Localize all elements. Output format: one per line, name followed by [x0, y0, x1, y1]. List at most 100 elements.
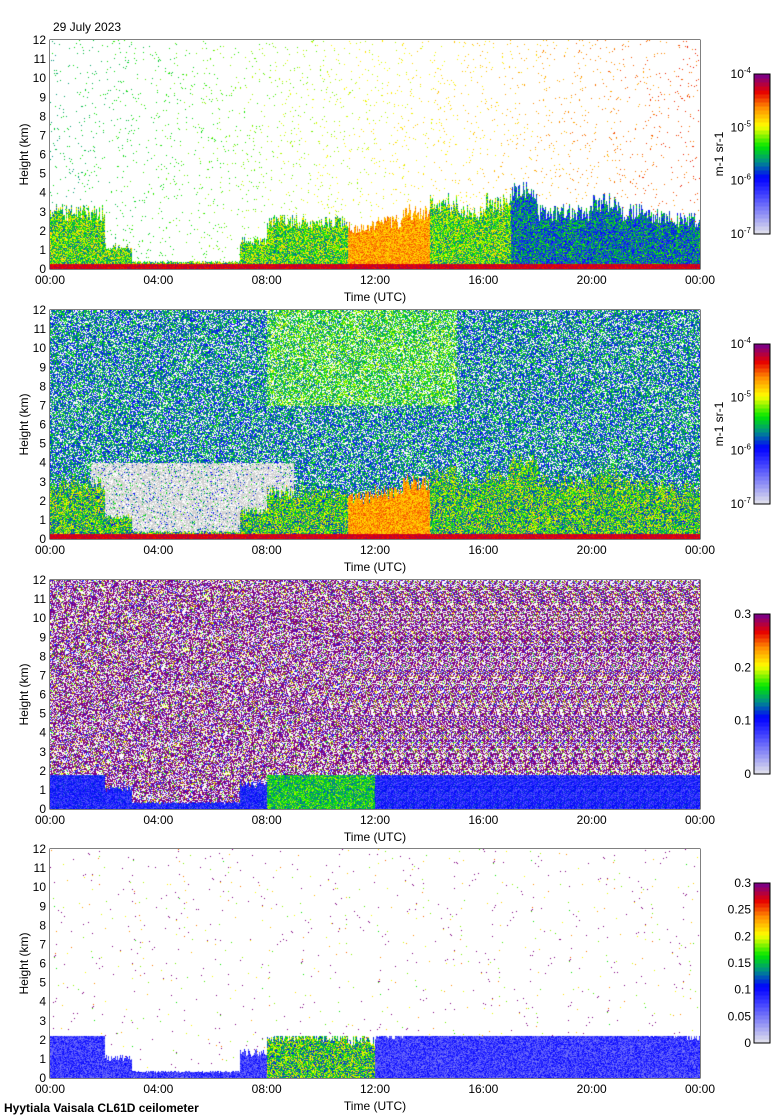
colorbar-tick-label: 0.1: [734, 983, 751, 997]
colorbar-segment: [754, 440, 770, 445]
y-tick-label: 3: [39, 1014, 46, 1028]
colorbar-segment: [754, 742, 770, 747]
x-tick-label: 16:00: [468, 273, 498, 287]
colorbar-segment: [754, 1027, 770, 1032]
y-tick-label: 2: [39, 1033, 46, 1047]
colorbar-segment: [754, 428, 770, 433]
colorbar-segment: [754, 210, 770, 215]
y-tick-label: 11: [34, 322, 47, 336]
y-tick-label: 8: [39, 649, 46, 663]
colorbar-segment: [754, 368, 770, 373]
y-tick-label: 12: [33, 303, 47, 317]
colorbar-segment: [754, 74, 770, 79]
y-tick-label: 3: [39, 475, 46, 489]
x-tick-label: 08:00: [252, 543, 282, 557]
y-tick-label: 7: [39, 128, 46, 142]
colorbar-segment: [754, 678, 770, 683]
colorbar-segment: [754, 90, 770, 95]
colorbar-segment: [754, 456, 770, 461]
colorbar-tick-label: 0.15: [728, 956, 752, 970]
colorbar-segment: [754, 738, 770, 743]
colorbar-segment: [754, 396, 770, 401]
colorbar-segment: [754, 710, 770, 715]
x-tick-label: 08:00: [252, 1082, 282, 1096]
colorbar-tick-label: 0.05: [728, 1009, 752, 1023]
x-axis-label: Time (UTC): [344, 560, 406, 574]
colorbar-tick-label: 0.3: [734, 876, 751, 890]
colorbar-segment: [754, 222, 770, 227]
colorbar-segment: [754, 170, 770, 175]
colorbar-segment: [754, 348, 770, 353]
y-tick-label: 2: [39, 494, 46, 508]
y-tick-label: 9: [39, 899, 46, 913]
colorbar-segment: [754, 488, 770, 493]
y-tick-label: 4: [39, 456, 46, 470]
colorbar-segment: [754, 674, 770, 679]
y-tick-label: 9: [39, 360, 46, 374]
colorbar-segment: [754, 670, 770, 675]
colorbar-segment: [754, 1035, 770, 1040]
colorbar-segment: [754, 352, 770, 357]
colorbar-segment: [754, 480, 770, 485]
colorbar-segment: [754, 895, 770, 900]
y-tick-label: 4: [39, 186, 46, 200]
colorbar-segment: [754, 372, 770, 377]
y-tick-label: 12: [33, 573, 47, 587]
colorbar-segment: [754, 1015, 770, 1020]
y-tick-label: 10: [33, 341, 47, 355]
y-tick-label: 5: [39, 976, 46, 990]
x-tick-label: 00:00: [685, 1082, 715, 1096]
colorbar-segment: [754, 975, 770, 980]
colorbar-segment: [754, 214, 770, 219]
heatmap-2: [50, 310, 700, 539]
colorbar-segment: [754, 891, 770, 896]
colorbar-segment: [754, 404, 770, 409]
colorbar-segment: [754, 138, 770, 143]
colorbar-segment: [754, 78, 770, 83]
colorbar-segment: [754, 452, 770, 457]
colorbar-segment: [754, 959, 770, 964]
x-axis-label: Time (UTC): [344, 290, 406, 304]
colorbar-segment: [754, 1031, 770, 1036]
colorbar-segment: [754, 626, 770, 631]
colorbar-segment: [754, 496, 770, 501]
x-tick-label: 12:00: [360, 543, 390, 557]
y-axis-label: Height (km): [17, 932, 31, 994]
colorbar-segment: [754, 194, 770, 199]
colorbar-segment: [754, 726, 770, 731]
colorbar-segment: [754, 380, 770, 385]
y-tick-label: 10: [33, 880, 47, 894]
colorbar-segment: [754, 758, 770, 763]
colorbar-segment: [754, 766, 770, 771]
y-tick-label: 0: [39, 532, 46, 546]
colorbar-segment: [754, 412, 770, 417]
colorbar-segment: [754, 146, 770, 151]
colorbar-segment: [754, 1007, 770, 1012]
colorbar-segment: [754, 682, 770, 687]
y-tick-label: 2: [39, 224, 46, 238]
colorbar-segment: [754, 746, 770, 751]
colorbar-frame: [753, 613, 771, 775]
colorbar-segment: [754, 388, 770, 393]
colorbar-segment: [754, 364, 770, 369]
colorbar-segment: [754, 883, 770, 888]
colorbar-segment: [754, 206, 770, 211]
colorbar-segment: [754, 178, 770, 183]
colorbar-segment: [754, 999, 770, 1004]
y-tick-label: 3: [39, 205, 46, 219]
colorbar-segment: [754, 911, 770, 916]
colorbar-segment: [754, 230, 770, 235]
colorbar-segment: [754, 472, 770, 477]
colorbar-segment: [754, 114, 770, 119]
x-tick-label: 20:00: [577, 1082, 607, 1096]
colorbar-segment: [754, 734, 770, 739]
colorbar-segment: [754, 650, 770, 655]
x-tick-label: 16:00: [468, 543, 498, 557]
colorbar-segment: [754, 106, 770, 111]
x-axis-label: Time (UTC): [344, 830, 406, 844]
colorbar-segment: [754, 698, 770, 703]
colorbar-segment: [754, 979, 770, 984]
x-tick-label: 20:00: [577, 813, 607, 827]
y-tick-label: 8: [39, 109, 46, 123]
colorbar-tick-label: 10-6: [731, 173, 752, 188]
